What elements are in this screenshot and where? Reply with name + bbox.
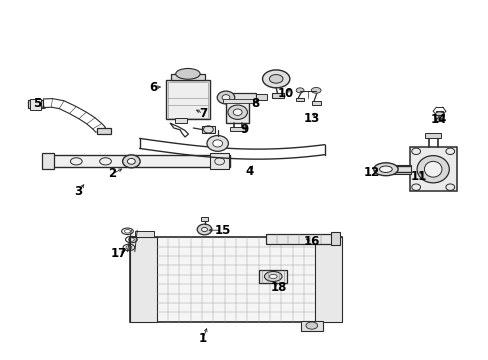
Text: 1: 1 [199, 332, 207, 345]
Bar [200, 217, 208, 221]
Ellipse shape [424, 161, 441, 177]
Bar [296, 98, 304, 101]
Ellipse shape [201, 227, 207, 231]
Bar [315, 237, 341, 321]
Bar [435, 111, 443, 121]
Bar [27, 100, 43, 108]
Bar [97, 128, 111, 134]
Ellipse shape [233, 109, 242, 116]
Bar [409, 147, 456, 192]
Ellipse shape [127, 158, 135, 164]
Ellipse shape [227, 105, 247, 120]
Text: 7: 7 [199, 107, 207, 120]
Bar [330, 232, 339, 245]
Text: 18: 18 [270, 281, 286, 294]
Text: 12: 12 [364, 166, 380, 179]
Text: 10: 10 [277, 87, 293, 100]
Bar [210, 153, 228, 169]
Text: 2: 2 [107, 167, 116, 180]
Bar [300, 320, 322, 330]
Bar [165, 80, 210, 119]
Text: 15: 15 [214, 224, 230, 237]
Bar [47, 155, 229, 167]
Bar [225, 101, 249, 123]
Ellipse shape [373, 163, 397, 176]
Bar [171, 74, 204, 80]
Text: 14: 14 [429, 113, 446, 126]
Ellipse shape [122, 155, 140, 168]
Text: 17: 17 [110, 247, 126, 260]
Text: 4: 4 [245, 165, 253, 178]
Bar [175, 118, 186, 123]
Ellipse shape [222, 95, 229, 100]
Bar [130, 237, 341, 321]
Text: 8: 8 [251, 98, 259, 111]
Ellipse shape [175, 68, 200, 79]
Ellipse shape [262, 70, 289, 88]
Text: 13: 13 [303, 112, 319, 125]
Ellipse shape [269, 75, 283, 83]
Ellipse shape [296, 88, 304, 93]
Bar [201, 126, 215, 133]
Bar [30, 99, 41, 110]
Ellipse shape [416, 156, 448, 183]
Ellipse shape [206, 135, 228, 151]
Bar [311, 101, 320, 105]
Bar [266, 234, 331, 244]
Ellipse shape [305, 322, 317, 329]
Ellipse shape [311, 87, 321, 93]
Bar [271, 93, 283, 98]
Text: 6: 6 [149, 81, 157, 94]
Bar [42, 153, 54, 169]
Ellipse shape [434, 112, 444, 119]
Ellipse shape [264, 271, 282, 282]
Bar [256, 94, 266, 100]
Bar [130, 237, 157, 321]
Bar [167, 82, 207, 118]
Bar [229, 127, 244, 131]
Bar [424, 134, 440, 138]
Bar [259, 270, 287, 283]
Bar [222, 99, 252, 103]
Bar [135, 231, 154, 237]
Bar [225, 93, 256, 102]
Ellipse shape [217, 91, 234, 104]
Ellipse shape [269, 274, 277, 279]
Ellipse shape [212, 140, 222, 147]
Ellipse shape [197, 224, 211, 235]
Text: 9: 9 [240, 122, 248, 136]
Text: 16: 16 [303, 235, 319, 248]
Text: 11: 11 [410, 170, 427, 183]
Text: 5: 5 [33, 98, 41, 111]
Text: 3: 3 [75, 185, 82, 198]
Ellipse shape [379, 166, 391, 172]
Bar [390, 165, 410, 174]
